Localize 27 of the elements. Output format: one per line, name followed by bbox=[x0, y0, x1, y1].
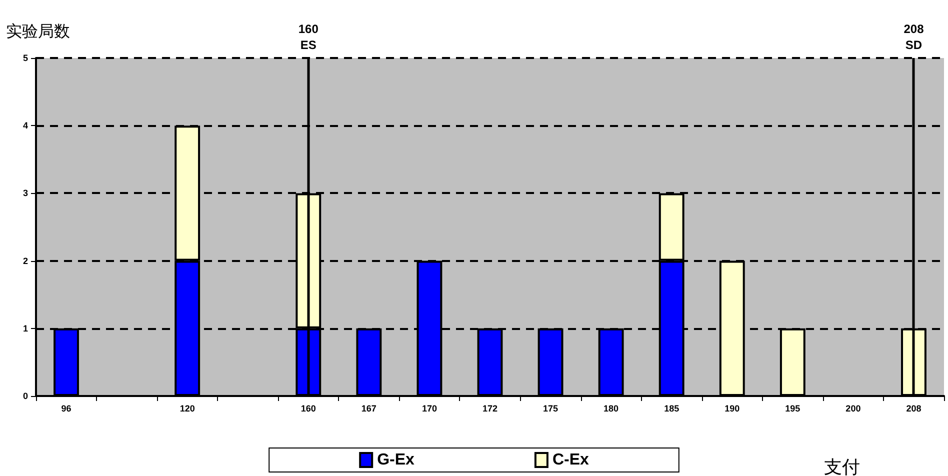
y-tick-label: 1 bbox=[22, 323, 28, 334]
x-axis-title: 支付 bbox=[824, 457, 860, 476]
x-tick-label: 120 bbox=[180, 404, 195, 414]
x-tick-label: 175 bbox=[543, 404, 558, 414]
text: 160 bbox=[298, 22, 318, 36]
y-tick-label: 0 bbox=[22, 391, 28, 401]
y-tick-label: 3 bbox=[22, 188, 28, 198]
ref-line-label: ES bbox=[300, 38, 316, 52]
legend-label: G-Ex bbox=[377, 452, 415, 468]
x-tick-label: 195 bbox=[785, 404, 800, 414]
x-tick-label: 190 bbox=[724, 404, 740, 414]
x-tick-label: 167 bbox=[361, 404, 376, 414]
y-tick-label: 2 bbox=[22, 256, 28, 266]
x-tick-label: 200 bbox=[846, 404, 861, 414]
x-tick-label: 172 bbox=[482, 404, 498, 414]
x-tick-label: 160 bbox=[300, 404, 316, 414]
legend-label: C-Ex bbox=[552, 452, 589, 468]
text: 208 bbox=[904, 22, 924, 36]
x-tick-label: 180 bbox=[604, 404, 619, 414]
y-axis-title: 实验局数 bbox=[6, 22, 70, 40]
x-tick-label: 170 bbox=[422, 404, 437, 414]
y-tick-label: 5 bbox=[22, 53, 28, 63]
ref-line-label: SD bbox=[905, 38, 922, 52]
x-tick-label: 208 bbox=[906, 404, 922, 414]
x-tick-label: 96 bbox=[61, 404, 72, 414]
x-tick-label: 185 bbox=[664, 404, 680, 414]
y-tick-label: 4 bbox=[22, 120, 28, 131]
